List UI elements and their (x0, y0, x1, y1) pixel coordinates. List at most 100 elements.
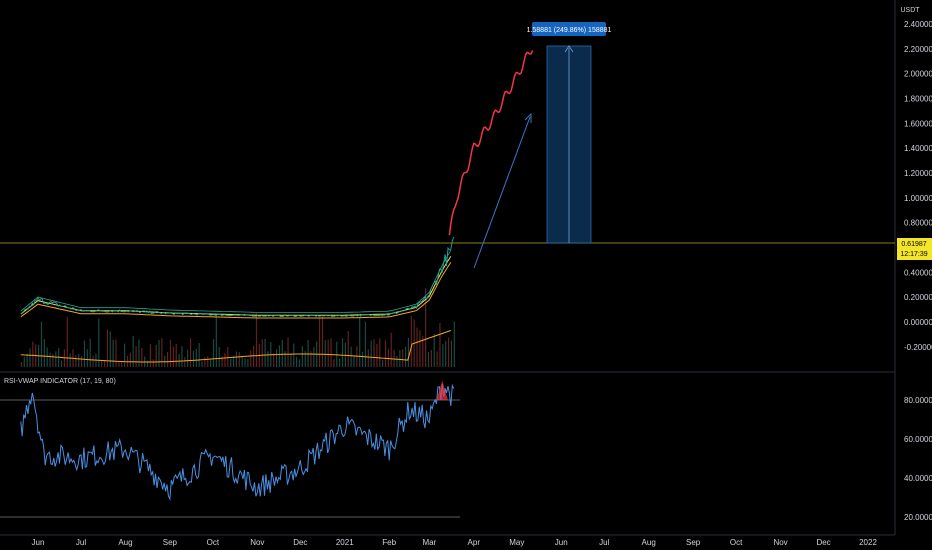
volume-bar (416, 327, 418, 367)
volume-bar (287, 337, 289, 367)
volume-bar (146, 360, 149, 367)
volume-bar (207, 356, 209, 367)
volume-bar (425, 288, 427, 367)
volume-bar (264, 338, 266, 367)
volume-bar (359, 317, 361, 367)
volume-bar (40, 321, 43, 367)
price-history-line (20, 236, 455, 318)
volume-bar (442, 344, 444, 367)
volume-bar (158, 339, 160, 367)
volume-bar (367, 349, 369, 367)
volume-bar (399, 350, 401, 367)
volume-bar (210, 360, 212, 367)
volume-bar (149, 344, 152, 367)
volume-bar (244, 358, 246, 367)
time-tick-label: 2021 (336, 538, 354, 547)
ma-orange-line (20, 262, 452, 319)
volume-bar (402, 349, 404, 367)
price-tick-label: 0.80000 (904, 219, 932, 228)
volume-bar (187, 349, 189, 367)
price-range-measure[interactable]: 1.58881 (249.86%) 158881 (527, 22, 612, 244)
time-tick-label: Nov (773, 538, 787, 547)
indicator-title[interactable]: RSI-VWAP INDICATOR (17, 19, 80) (4, 378, 116, 385)
volume-bar (195, 348, 197, 367)
volume-bar (341, 338, 344, 367)
volume-bar (298, 359, 301, 367)
volume-bar (129, 352, 131, 367)
volume-bar (189, 338, 192, 367)
price-tick-label: 2.20000 (904, 45, 932, 54)
volume-bar (20, 361, 22, 367)
volume-bar (241, 356, 243, 367)
volume-bar (278, 345, 281, 367)
time-tick-label: Jul (76, 538, 86, 547)
volume-bar (141, 347, 143, 367)
price-series (20, 50, 534, 318)
volume-bar (384, 340, 387, 367)
volume-bar (255, 313, 258, 367)
volume-bar (86, 349, 88, 367)
rsi-axis[interactable]: 80.00000 60.00000 40.00000 20.00000 (904, 396, 932, 522)
volume-bar (347, 331, 349, 367)
measure-label-box (532, 22, 606, 36)
rsi-tick-label: 20.00000 (904, 513, 932, 522)
volume-bar (124, 343, 126, 367)
volume-bar (121, 361, 123, 367)
volume-bar (370, 340, 372, 367)
time-tick-label: Nov (250, 538, 264, 547)
time-axis[interactable]: Jun Jul Aug Sep Oct Nov Dec 2021 Feb Mar Apr May Jun… (32, 538, 878, 547)
rsi-line (20, 383, 455, 501)
volume-bar (98, 318, 100, 367)
rsi-tick-label: 60.00000 (904, 435, 932, 444)
price-tick-label: 0.40000 (904, 268, 932, 277)
time-tick-label: Aug (118, 538, 132, 547)
volume-bar (161, 338, 163, 367)
time-tick-label: Dec (293, 538, 307, 547)
projection-arrow[interactable] (473, 112, 532, 269)
volume-bar (115, 339, 117, 367)
volume-ma-line (20, 330, 451, 363)
volume-bar (301, 346, 303, 367)
volume-bar (101, 360, 103, 367)
volume-bar (60, 360, 63, 367)
time-tick-label: Mar (422, 538, 436, 547)
volume-bar (238, 352, 240, 367)
volume-bar (106, 329, 109, 367)
volume-bar (324, 340, 326, 367)
volume-bar (109, 331, 111, 367)
volume-bar (327, 339, 329, 367)
volume-bar (215, 314, 217, 367)
rsi-tick-label: 40.00000 (904, 474, 932, 483)
volume-bar (172, 346, 174, 367)
volume-bar (92, 355, 94, 367)
volume-bar (247, 358, 249, 367)
volume-bar (387, 349, 389, 367)
volume-bar (273, 353, 275, 367)
time-tick-label: Dec (816, 538, 830, 547)
volume-bar (212, 339, 215, 367)
volume-bar (178, 354, 180, 367)
price-tick-label: 2.40000 (904, 20, 932, 29)
projection-line (473, 116, 531, 269)
volume-bar (232, 355, 235, 367)
time-tick-label: Sep (163, 538, 178, 547)
price-tick-label: 0.20000 (904, 293, 932, 302)
volume-bar (184, 357, 186, 367)
volume-bar (175, 343, 177, 367)
volume-bar (281, 339, 283, 367)
volume-bar (69, 353, 71, 367)
volume-bar (118, 361, 120, 367)
time-tick-label: Feb (382, 538, 396, 547)
time-tick-label: Aug (642, 538, 656, 547)
current-price-badge: 0.61987 12:17:39 (897, 238, 932, 260)
volume-bar (450, 340, 453, 367)
volume-bar (382, 360, 384, 367)
volume-bar (373, 339, 375, 367)
volume-bar (313, 347, 315, 367)
volume-bar (379, 338, 381, 367)
volume-bar (169, 339, 172, 367)
current-price-countdown: 12:17:39 (900, 251, 927, 258)
time-tick-label: 2022 (859, 538, 877, 547)
